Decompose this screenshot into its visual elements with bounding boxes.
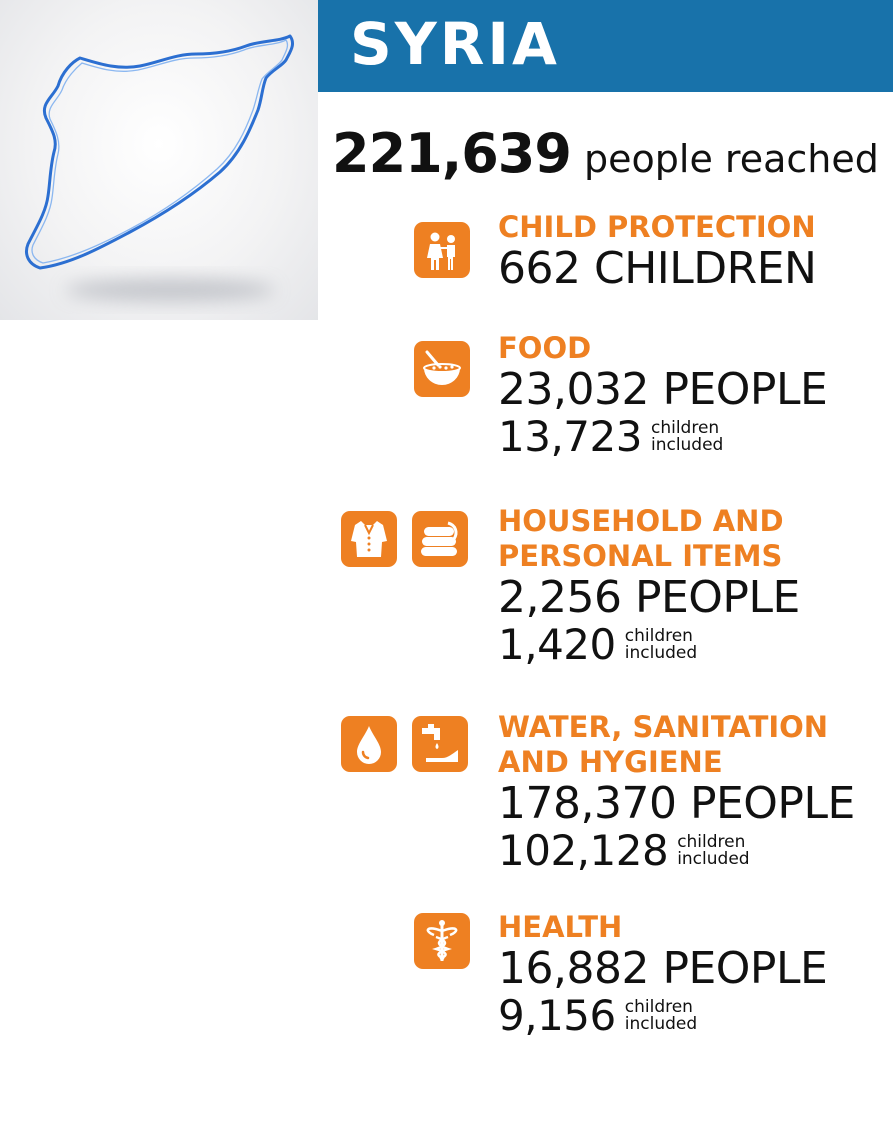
sector-title: HEALTH (498, 910, 623, 944)
children-included: 9,156 children included (498, 993, 827, 1039)
sector-value: 178,370 PEOPLE (498, 778, 855, 829)
sector-food: FOOD 23,032 PEOPLE 13,723 children inclu… (498, 331, 828, 460)
sector-value: 2,256 PEOPLE (498, 572, 800, 623)
people-reached-count: 221,639 (332, 122, 572, 185)
children-included: 1,420 children included (498, 622, 800, 668)
children-count: 1,420 (498, 620, 616, 669)
children-label: children included (677, 832, 750, 869)
children-icon (414, 222, 470, 278)
sector-health: HEALTH 16,882 PEOPLE 9,156 children incl… (498, 910, 828, 1039)
water-drop-icon (341, 716, 397, 772)
handwashing-icon (412, 716, 468, 772)
food-bowl-icon (414, 341, 470, 397)
sector-value: 662 CHILDREN (498, 243, 817, 294)
sector-title-line-1: HOUSEHOLD AND (498, 504, 784, 538)
children-count: 13,723 (498, 412, 642, 461)
country-header: SYRIA (318, 0, 893, 92)
children-label: children included (650, 418, 724, 455)
people-reached-summary: 221,639 people reached (332, 122, 879, 185)
country-map (0, 0, 318, 320)
sector-value: 23,032 PEOPLE (498, 364, 828, 415)
sector-household-personal-items: HOUSEHOLD AND PERSONAL ITEMS 2,256 PEOPL… (498, 504, 800, 668)
sector-water-sanitation-hygiene: WATER, SANITATION AND HYGIENE 178,370 PE… (498, 710, 855, 874)
syria-outline-icon (25, 34, 294, 302)
sector-title: CHILD PROTECTION (498, 210, 816, 244)
sector-title: FOOD (498, 331, 592, 365)
people-reached-label: people reached (584, 137, 879, 181)
sector-value: 16,882 PEOPLE (498, 943, 828, 994)
sector-title-line-2: PERSONAL ITEMS (498, 539, 783, 573)
children-label: children included (624, 997, 698, 1034)
children-count: 102,128 (498, 826, 669, 875)
sector-title-line-1: WATER, SANITATION (498, 710, 829, 744)
children-count: 9,156 (498, 991, 616, 1040)
children-included: 13,723 children included (498, 414, 827, 460)
health-caduceus-icon (414, 913, 470, 969)
sector-title-line-2: AND HYGIENE (498, 745, 723, 779)
children-included: 102,128 children included (498, 828, 855, 874)
country-title: SYRIA (350, 10, 560, 78)
sector-child-protection: CHILD PROTECTION 662 CHILDREN (498, 210, 817, 294)
blankets-icon (412, 511, 468, 567)
children-label: children included (624, 626, 698, 663)
clothing-icon (341, 511, 397, 567)
